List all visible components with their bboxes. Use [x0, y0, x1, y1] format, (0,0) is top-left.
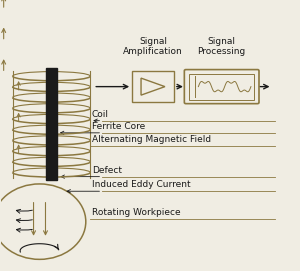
- Text: Signal
Processing: Signal Processing: [197, 37, 246, 56]
- Text: Defect: Defect: [92, 166, 122, 175]
- Text: Alternating Magnetic Field: Alternating Magnetic Field: [92, 135, 211, 144]
- Text: Induced Eddy Current: Induced Eddy Current: [92, 180, 190, 189]
- Text: Coil: Coil: [92, 110, 109, 119]
- Bar: [46, 68, 57, 180]
- Text: Ferrite Core: Ferrite Core: [92, 122, 145, 131]
- Text: Rotating Workpiece: Rotating Workpiece: [92, 208, 180, 217]
- Text: Signal
Amplification: Signal Amplification: [123, 37, 183, 56]
